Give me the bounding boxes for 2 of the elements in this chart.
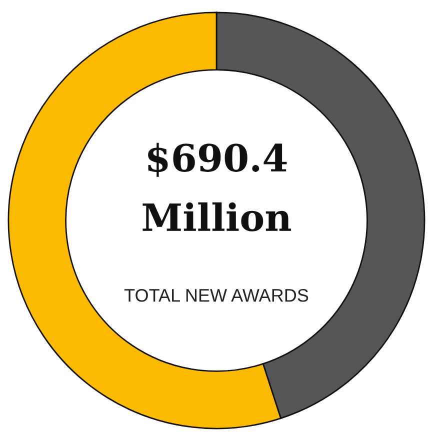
text: TOTAL NEW AWARDS xyxy=(124,288,308,302)
text: $690.4 Million xyxy=(142,142,292,232)
